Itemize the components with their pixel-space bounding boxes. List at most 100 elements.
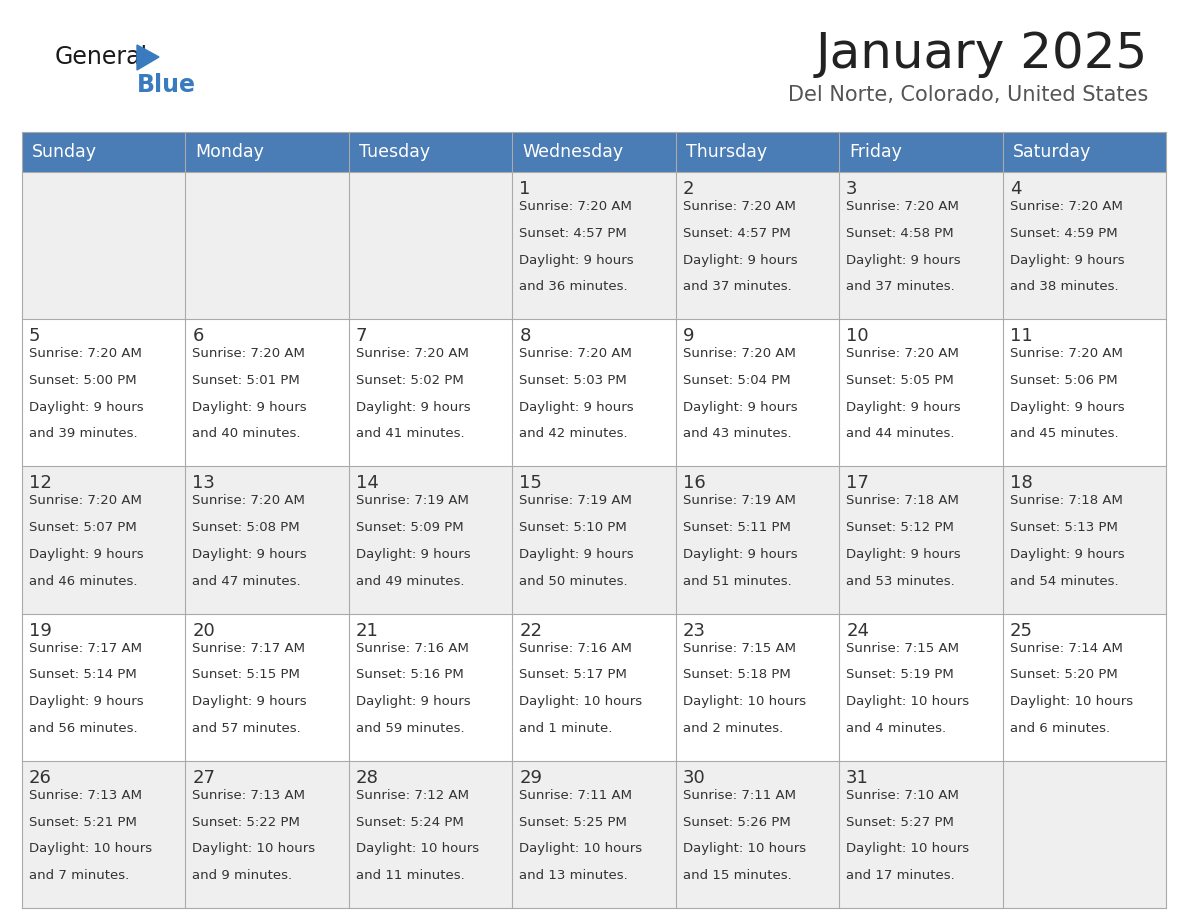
Text: 7: 7 [356,327,367,345]
Text: Daylight: 9 hours: Daylight: 9 hours [519,253,634,266]
Bar [185,466,349,613]
Text: Sunset: 4:58 PM: Sunset: 4:58 PM [846,227,954,240]
Text: Daylight: 10 hours: Daylight: 10 hours [29,843,152,856]
Text: Daylight: 9 hours: Daylight: 9 hours [356,401,470,414]
Text: Daylight: 10 hours: Daylight: 10 hours [519,695,643,708]
Text: Sunrise: 7:20 AM: Sunrise: 7:20 AM [1010,347,1123,360]
Text: Sunrise: 7:11 AM: Sunrise: 7:11 AM [519,789,632,801]
Text: 17: 17 [846,475,868,492]
Text: and 2 minutes.: and 2 minutes. [683,722,783,735]
Text: Sunrise: 7:20 AM: Sunrise: 7:20 AM [192,347,305,360]
Text: Sunset: 5:01 PM: Sunset: 5:01 PM [192,374,301,387]
Text: Sunset: 5:26 PM: Sunset: 5:26 PM [683,815,790,829]
Bar [676,761,839,908]
Text: Sunrise: 7:19 AM: Sunrise: 7:19 AM [519,495,632,508]
Text: Sunrise: 7:18 AM: Sunrise: 7:18 AM [1010,495,1123,508]
Text: Daylight: 10 hours: Daylight: 10 hours [683,843,805,856]
Bar [23,319,185,466]
Bar [185,172,349,319]
Bar [676,172,839,319]
Text: and 15 minutes.: and 15 minutes. [683,869,791,882]
Text: Saturday: Saturday [1012,143,1091,161]
Bar [676,319,839,466]
Bar [349,319,512,466]
Text: Sunset: 5:09 PM: Sunset: 5:09 PM [356,521,463,534]
Text: 12: 12 [29,475,52,492]
Text: 28: 28 [356,768,379,787]
Bar [839,132,1003,172]
Bar [23,172,185,319]
Text: Sunset: 5:19 PM: Sunset: 5:19 PM [846,668,954,681]
Text: Sunrise: 7:19 AM: Sunrise: 7:19 AM [356,495,469,508]
Text: and 56 minutes.: and 56 minutes. [29,722,138,735]
Text: Sunset: 5:00 PM: Sunset: 5:00 PM [29,374,137,387]
Bar [349,132,512,172]
Text: Daylight: 9 hours: Daylight: 9 hours [519,548,634,561]
Text: Sunrise: 7:20 AM: Sunrise: 7:20 AM [29,495,141,508]
Bar [839,319,1003,466]
Text: Sunset: 5:05 PM: Sunset: 5:05 PM [846,374,954,387]
Text: Daylight: 9 hours: Daylight: 9 hours [683,548,797,561]
Bar [185,132,349,172]
Polygon shape [137,45,159,70]
Text: 3: 3 [846,180,858,198]
Text: Sunrise: 7:15 AM: Sunrise: 7:15 AM [846,642,959,655]
Text: and 1 minute.: and 1 minute. [519,722,613,735]
Text: Sunset: 4:57 PM: Sunset: 4:57 PM [519,227,627,240]
Text: Blue: Blue [137,73,196,97]
Text: Sunrise: 7:16 AM: Sunrise: 7:16 AM [356,642,469,655]
Text: and 53 minutes.: and 53 minutes. [846,575,955,588]
Bar [185,761,349,908]
Text: 10: 10 [846,327,868,345]
Text: 22: 22 [519,621,542,640]
Bar [1003,172,1165,319]
Text: Sunrise: 7:18 AM: Sunrise: 7:18 AM [846,495,959,508]
Text: Daylight: 10 hours: Daylight: 10 hours [846,695,969,708]
Text: Sunset: 5:25 PM: Sunset: 5:25 PM [519,815,627,829]
Bar [349,172,512,319]
Text: Sunset: 5:08 PM: Sunset: 5:08 PM [192,521,301,534]
Text: Sunset: 5:13 PM: Sunset: 5:13 PM [1010,521,1118,534]
Text: 25: 25 [1010,621,1032,640]
Text: 27: 27 [192,768,215,787]
Text: Sunrise: 7:20 AM: Sunrise: 7:20 AM [29,347,141,360]
Text: and 49 minutes.: and 49 minutes. [356,575,465,588]
Text: 21: 21 [356,621,379,640]
Text: Sunset: 5:11 PM: Sunset: 5:11 PM [683,521,790,534]
Text: Daylight: 9 hours: Daylight: 9 hours [683,401,797,414]
Text: and 42 minutes.: and 42 minutes. [519,428,628,441]
Text: Sunrise: 7:15 AM: Sunrise: 7:15 AM [683,642,796,655]
Text: Daylight: 9 hours: Daylight: 9 hours [683,253,797,266]
Text: and 46 minutes.: and 46 minutes. [29,575,138,588]
Text: Sunday: Sunday [32,143,97,161]
Text: Daylight: 10 hours: Daylight: 10 hours [1010,695,1132,708]
Text: 1: 1 [519,180,531,198]
Bar [512,319,676,466]
Text: Daylight: 9 hours: Daylight: 9 hours [192,401,307,414]
Text: Sunset: 5:10 PM: Sunset: 5:10 PM [519,521,627,534]
Bar [676,466,839,613]
Text: 19: 19 [29,621,52,640]
Text: Sunset: 5:03 PM: Sunset: 5:03 PM [519,374,627,387]
Text: Sunrise: 7:16 AM: Sunrise: 7:16 AM [519,642,632,655]
Text: Daylight: 9 hours: Daylight: 9 hours [192,695,307,708]
Text: 6: 6 [192,327,204,345]
Text: Sunset: 5:20 PM: Sunset: 5:20 PM [1010,668,1118,681]
Bar [23,466,185,613]
Text: Daylight: 9 hours: Daylight: 9 hours [356,548,470,561]
Bar [349,613,512,761]
Text: and 6 minutes.: and 6 minutes. [1010,722,1110,735]
Text: 8: 8 [519,327,531,345]
Text: and 47 minutes.: and 47 minutes. [192,575,301,588]
Bar [512,466,676,613]
Text: Sunset: 5:14 PM: Sunset: 5:14 PM [29,668,137,681]
Text: Daylight: 9 hours: Daylight: 9 hours [1010,253,1124,266]
Text: Sunrise: 7:20 AM: Sunrise: 7:20 AM [683,200,796,213]
Text: 13: 13 [192,475,215,492]
Text: Sunrise: 7:19 AM: Sunrise: 7:19 AM [683,495,796,508]
Text: Sunrise: 7:20 AM: Sunrise: 7:20 AM [192,495,305,508]
Text: Daylight: 10 hours: Daylight: 10 hours [846,843,969,856]
Text: Sunrise: 7:20 AM: Sunrise: 7:20 AM [846,200,959,213]
Text: Sunset: 5:17 PM: Sunset: 5:17 PM [519,668,627,681]
Text: Daylight: 9 hours: Daylight: 9 hours [519,401,634,414]
